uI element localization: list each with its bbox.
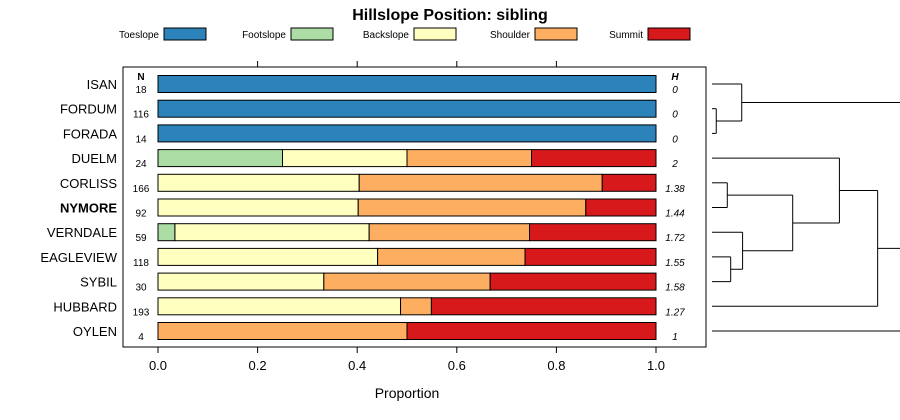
n-value-isan: 18 — [135, 85, 147, 96]
bar-oylen-summit — [407, 323, 656, 340]
category-label-sybil: SYBIL — [80, 275, 117, 290]
category-label-verndale: VERNDALE — [47, 225, 117, 240]
h-value-corliss: 1.38 — [665, 184, 685, 195]
category-label-corliss: CORLISS — [60, 176, 117, 191]
x-tick-label: 0.4 — [348, 358, 366, 373]
dendrogram — [712, 84, 900, 331]
bar-duelm-footslope — [158, 150, 283, 167]
bar-sybil-backslope — [158, 273, 324, 290]
h-value-isan: 0 — [672, 85, 678, 96]
category-label-duelm: DUELM — [71, 151, 117, 166]
n-value-duelm: 24 — [135, 159, 147, 170]
bar-duelm-backslope — [283, 150, 408, 167]
legend-swatch-shoulder — [535, 28, 577, 40]
bar-hubbard-shoulder — [401, 298, 432, 315]
category-label-hubbard: HUBBARD — [53, 299, 117, 314]
legend-label-summit: Summit — [609, 30, 643, 41]
h-value-fordum: 0 — [672, 110, 678, 121]
h-value-duelm: 2 — [671, 159, 678, 170]
x-axis-title: Proportion — [375, 385, 440, 401]
n-value-nymore: 92 — [135, 209, 147, 220]
bar-nymore-summit — [586, 199, 656, 216]
legend-label-shoulder: Shoulder — [490, 30, 531, 41]
h-value-verndale: 1.72 — [665, 233, 685, 244]
legend-swatch-toeslope — [164, 28, 206, 40]
bar-sybil-shoulder — [324, 273, 490, 290]
x-tick-label: 0.0 — [149, 358, 167, 373]
h-value-sybil: 1.58 — [665, 283, 685, 294]
x-tick-label: 0.2 — [249, 358, 267, 373]
n-value-forada: 14 — [135, 134, 147, 145]
bar-hubbard-summit — [431, 298, 656, 315]
bar-duelm-summit — [532, 150, 657, 167]
bar-corliss-summit — [602, 174, 656, 191]
bar-verndale-summit — [530, 224, 656, 241]
bar-nymore-backslope — [158, 199, 358, 216]
bars — [158, 76, 656, 340]
bar-oylen-shoulder — [158, 323, 407, 340]
category-label-forada: FORADA — [63, 126, 118, 141]
legend-label-backslope: Backslope — [363, 30, 410, 41]
bar-corliss-backslope — [158, 174, 359, 191]
h-value-nymore: 1.44 — [665, 209, 685, 220]
category-label-fordum: FORDUM — [60, 102, 117, 117]
bar-verndale-footslope — [158, 224, 175, 241]
bar-eagleview-backslope — [158, 248, 378, 265]
h-value-hubbard: 1.27 — [665, 307, 685, 318]
legend-swatch-backslope — [414, 28, 456, 40]
bar-nymore-shoulder — [358, 199, 586, 216]
x-tick-label: 1.0 — [647, 358, 665, 373]
h-value-forada: 0 — [672, 134, 678, 145]
x-tick-label: 0.8 — [547, 358, 565, 373]
bar-verndale-backslope — [175, 224, 369, 241]
bar-duelm-shoulder — [407, 150, 532, 167]
category-label-oylen: OYLEN — [73, 324, 117, 339]
x-tick-label: 0.6 — [448, 358, 466, 373]
category-label-nymore: NYMORE — [60, 201, 117, 216]
chart-title: Hillslope Position: sibling — [352, 7, 548, 24]
legend-swatch-summit — [648, 28, 690, 40]
bar-forada-toeslope — [158, 125, 656, 142]
bar-eagleview-summit — [525, 248, 656, 265]
n-value-fordum: 116 — [133, 110, 149, 121]
h-value-oylen: 1 — [672, 332, 678, 343]
bar-fordum-toeslope — [158, 100, 656, 117]
bar-isan-toeslope — [158, 76, 656, 93]
n-value-eagleview: 118 — [133, 258, 149, 269]
bar-hubbard-backslope — [158, 298, 401, 315]
bar-verndale-shoulder — [369, 224, 529, 241]
legend-swatch-footslope — [291, 28, 333, 40]
h-header: H — [671, 72, 679, 83]
bar-eagleview-shoulder — [378, 248, 525, 265]
n-header: N — [137, 72, 144, 83]
category-label-eagleview: EAGLEVIEW — [40, 250, 117, 265]
x-axis: 0.0 0.2 0.4 0.6 0.8 1.0 — [149, 358, 665, 373]
legend: Toeslope Footslope Backslope Shoulder Summit — [119, 28, 690, 41]
n-value-sybil: 30 — [135, 283, 147, 294]
n-value-verndale: 59 — [135, 233, 147, 244]
n-value-hubbard: 193 — [133, 307, 150, 318]
category-label-isan: ISAN — [87, 77, 117, 92]
n-value-corliss: 166 — [133, 184, 150, 195]
legend-label-toeslope: Toeslope — [119, 30, 159, 41]
bar-sybil-summit — [490, 273, 656, 290]
bar-corliss-shoulder — [359, 174, 602, 191]
legend-label-footslope: Footslope — [242, 30, 286, 41]
n-value-oylen: 4 — [138, 332, 144, 343]
h-value-eagleview: 1.55 — [665, 258, 685, 269]
